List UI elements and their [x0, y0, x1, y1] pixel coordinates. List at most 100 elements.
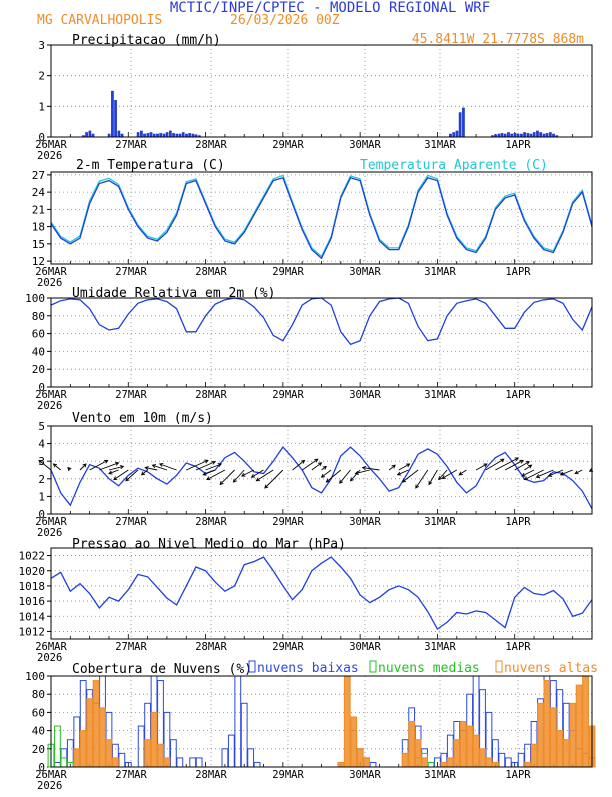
wind-xtick-label: 30MAR [349, 516, 381, 528]
cloud-legend-label: nuvens medias [378, 661, 480, 676]
wind-arrow [388, 464, 396, 471]
cloud-bar-high [408, 721, 416, 768]
wind-xtick-label: 26MAR [35, 516, 67, 528]
pressure-xtick-label: 1APR [505, 641, 531, 653]
wind-arrow [145, 467, 158, 471]
cloud-bar-high [73, 748, 81, 768]
cloud-bar-low [189, 757, 197, 768]
wind-ytick-label: 4 [38, 438, 45, 451]
temp-xtick-label: 26MAR [35, 266, 67, 278]
wind-arrow-head [82, 463, 87, 468]
cloud-bar-low [434, 757, 441, 768]
precip-xtick-label: 30MAR [349, 139, 381, 151]
pressure-xtick-year: 2026 [37, 652, 62, 664]
pressure-xtick-label: 27MAR [115, 641, 147, 653]
precip-xtick-label: 27MAR [115, 139, 147, 151]
wind-arrow-head [438, 476, 443, 481]
cloud-bar-high [150, 711, 158, 768]
rh-ytick-label: 0 [38, 381, 45, 394]
precip-ytick-label: 3 [38, 39, 45, 52]
precip-bar [536, 130, 539, 138]
precip-ytick-label: 0 [38, 131, 45, 144]
wind-arrow-head [361, 465, 367, 471]
temp-xtick-year: 2026 [37, 277, 62, 289]
cloud-bar-high [524, 761, 531, 768]
wind-arrow-head [219, 480, 224, 486]
wind-arrow-head [211, 460, 216, 465]
rh-line-0 [50, 297, 593, 346]
wind-arrow-head [574, 470, 579, 475]
precip-bar [500, 133, 504, 138]
header-coords: 45.8411W 21.7778S 868m [412, 32, 584, 47]
rh-ytick-label: 80 [32, 310, 45, 323]
pressure-panel: 1012 1014 1016 1018 1020 1022 26MAR 27MAR 28MAR 2… [19, 537, 593, 664]
cloud-bar-high [537, 702, 544, 768]
precip-bar [455, 130, 459, 138]
precip-bar [159, 133, 163, 138]
precip-bar [168, 130, 172, 138]
rh-title: Umidade Relativa em 2m (%) [72, 286, 276, 301]
wind-arrow [524, 469, 544, 481]
precip-xtick-label: 31MAR [424, 139, 456, 151]
precip-bar [172, 133, 175, 138]
precip-xtick-label: 26MAR [35, 139, 67, 151]
rh-xtick-label: 1APR [505, 389, 531, 401]
cloud-bar-high [105, 739, 113, 768]
precip-bar [545, 133, 549, 138]
precip-bar [111, 90, 114, 138]
precip-bar [507, 132, 510, 138]
wind-arrow [219, 469, 235, 485]
precip-bar [452, 132, 456, 138]
wind-arrow-head [67, 466, 72, 472]
wind-arrow-head [144, 466, 149, 471]
precip-bar [513, 133, 517, 138]
rh-xtick-label: 27MAR [115, 389, 147, 401]
wind-arrow-head [528, 464, 533, 469]
cloud-legend-swatch [369, 660, 377, 673]
cloud-bar-low [124, 761, 132, 768]
wind-arrow [524, 464, 532, 471]
temp-xtick-label: 28MAR [195, 266, 227, 278]
clouds-xtick-label: 29MAR [272, 769, 304, 781]
pressure-line-0 [50, 556, 593, 631]
wind-xtick-label: 1APR [505, 516, 531, 528]
wind-arrow [89, 460, 108, 471]
precip-bar [539, 132, 543, 138]
cloud-bar-high [112, 757, 119, 768]
header-run: 26/03/2026 00Z [230, 13, 340, 28]
wind-arrow [362, 467, 380, 471]
wind-arrow-head [241, 472, 246, 477]
cloud-legend-label: nuvens altas [504, 661, 598, 676]
wind-arrow-head [204, 459, 209, 464]
wind-arrow-head [114, 461, 120, 466]
rh-xtick-label: 31MAR [424, 389, 456, 401]
cloud-bar-high [414, 739, 422, 768]
precip-bar [523, 132, 526, 138]
pressure-ytick-label: 1016 [19, 595, 46, 608]
precip-bar [136, 132, 140, 138]
cloud-bar-high [491, 761, 499, 768]
wind-arrow-head [322, 465, 328, 470]
cloud-bar-high [562, 739, 570, 768]
wind-frame [50, 425, 593, 515]
cloud-bar-high [575, 684, 583, 768]
pressure-xtick-label: 26MAR [35, 641, 67, 653]
cloud-bar-low [517, 752, 525, 768]
wind-arrow-head [339, 479, 344, 484]
rh-ytick-label: 20 [32, 363, 45, 376]
temp-ytick-label: 27 [32, 169, 45, 182]
wind-arrow [485, 458, 504, 471]
wind-arrow [186, 459, 209, 471]
pressure-xtick-label: 30MAR [349, 641, 381, 653]
cloud-bar-low [253, 761, 261, 768]
cloud-bar-high [453, 739, 461, 768]
precip-xtick-label: 29MAR [272, 139, 304, 151]
cloud-bar-high [163, 757, 171, 768]
wind-arrow [495, 457, 519, 471]
header-title: MCTIC/INPE/CPTEC - MODELO REGIONAL WRF [170, 0, 490, 16]
wind-arrow-head [314, 458, 319, 463]
cloud-bar-high [337, 761, 345, 768]
wind-arrow-head [547, 472, 553, 477]
wind-arrow-head [325, 478, 330, 483]
rh-xtick-label: 30MAR [349, 389, 381, 401]
